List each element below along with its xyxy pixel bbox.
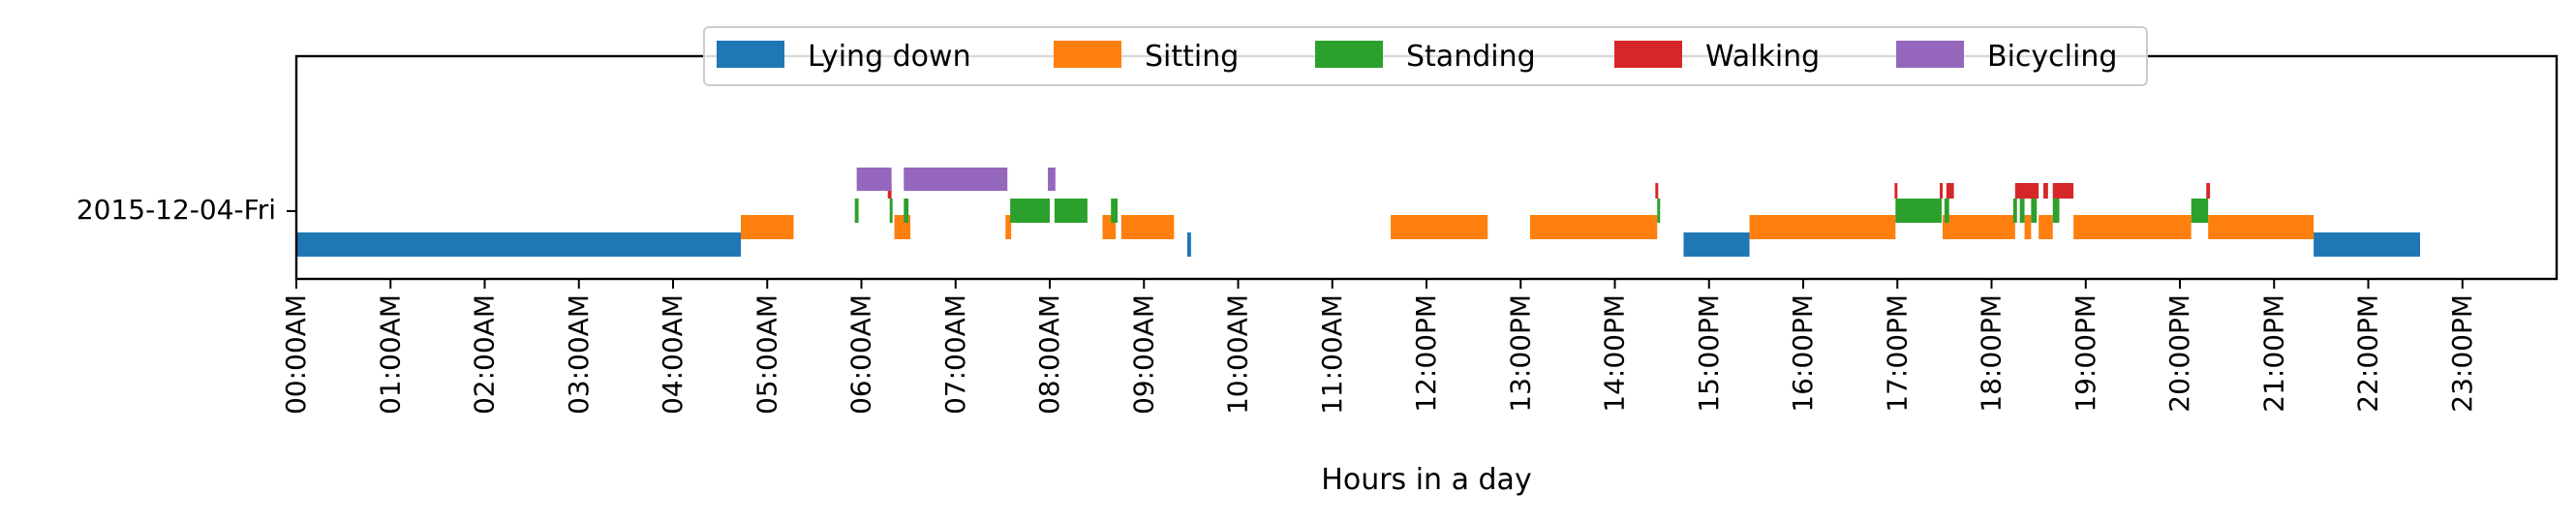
x-tick-label: 19:00PM	[2070, 294, 2101, 413]
legend-label: Bicycling	[1987, 40, 2117, 74]
bar-lying-down-2	[1683, 232, 1750, 257]
bar-walking-3	[1940, 183, 1944, 199]
bar-standing-10	[2019, 199, 2025, 223]
bar-standing-4	[1054, 199, 1088, 223]
legend: Lying down Sitting Standing Walking Bicyclin…	[703, 26, 2148, 86]
y-tick-label: 2015-12-04-Fri	[77, 194, 276, 226]
bar-standing-8	[1944, 199, 1949, 223]
bar-walking-8	[2206, 183, 2211, 199]
x-tick-label: 09:00AM	[1127, 294, 1159, 415]
bar-sitting-11	[2073, 215, 2192, 239]
bar-walking-6	[2042, 183, 2048, 199]
bar-sitting-4	[1120, 215, 1175, 239]
bar-lying-down-0	[296, 232, 742, 257]
x-tick-label: 01:00AM	[374, 294, 406, 415]
bar-standing-6	[1657, 199, 1661, 223]
bar-standing-5	[1111, 199, 1119, 223]
x-tick-label: 04:00AM	[657, 294, 689, 415]
bar-standing-1	[889, 199, 893, 223]
bar-sitting-12	[2208, 215, 2315, 239]
bar-standing-11	[2031, 199, 2038, 223]
x-tick-label: 11:00AM	[1316, 294, 1348, 415]
x-axis-title: Hours in a day	[1321, 463, 1531, 497]
x-tick-label: 16:00PM	[1787, 294, 1819, 413]
x-tick-label: 00:00AM	[280, 294, 312, 415]
bar-bicycling-1	[904, 168, 1008, 191]
bar-standing-9	[2012, 199, 2017, 223]
bar-standing-13	[2191, 199, 2209, 223]
bar-walking-5	[2014, 183, 2039, 199]
x-tick-label: 13:00PM	[1504, 294, 1536, 413]
bar-sitting-7	[1749, 215, 1896, 239]
legend-label: Lying down	[808, 40, 971, 74]
bar-sitting-6	[1529, 215, 1658, 239]
legend-swatch	[1054, 41, 1121, 68]
legend-swatch	[1896, 41, 1964, 68]
bar-walking-7	[2052, 183, 2074, 199]
bar-sitting-2	[1005, 215, 1012, 239]
bar-sitting-5	[1391, 215, 1488, 239]
x-tick-label: 03:00AM	[563, 294, 595, 415]
bar-sitting-9	[2024, 215, 2032, 239]
bar-standing-3	[1010, 199, 1050, 223]
x-tick-label: 02:00AM	[469, 294, 501, 415]
x-tick-label: 12:00PM	[1410, 294, 1442, 413]
y-axis: 2015-12-04-Fri	[77, 194, 296, 226]
bar-walking-4	[1946, 183, 1954, 199]
x-tick-label: 10:00AM	[1222, 294, 1254, 415]
x-tick-label: 17:00PM	[1881, 294, 1913, 413]
legend-swatch	[717, 41, 784, 68]
bars-layer	[296, 168, 2420, 257]
bar-lying-down-3	[2314, 232, 2420, 257]
x-tick-label: 08:00AM	[1033, 294, 1065, 415]
x-tick-label: 05:00AM	[751, 294, 782, 415]
x-tick-label: 07:00AM	[939, 294, 971, 415]
x-tick-label: 23:00PM	[2446, 294, 2478, 413]
x-tick-label: 21:00PM	[2257, 294, 2289, 413]
legend-swatch	[1315, 41, 1383, 68]
bar-sitting-8	[1942, 215, 2015, 239]
x-tick-label: 15:00PM	[1693, 294, 1725, 413]
bar-standing-2	[904, 199, 909, 223]
bar-sitting-10	[2039, 215, 2053, 239]
x-tick-label: 20:00PM	[2163, 294, 2195, 413]
legend-label: Sitting	[1145, 40, 1239, 74]
legend-swatch	[1614, 41, 1682, 68]
bar-lying-down-1	[1186, 232, 1191, 257]
x-tick-label: 18:00PM	[1976, 294, 2008, 413]
bar-standing-0	[854, 199, 859, 223]
x-axis: 00:00AM 01:00AM 02:00AM 03:00AM 04:00AM 05:00…	[280, 279, 2478, 415]
legend-label: Walking	[1705, 40, 1820, 74]
x-tick-label: 22:00PM	[2352, 294, 2384, 413]
bar-walking-1	[1655, 183, 1659, 199]
bar-walking-2	[1894, 183, 1898, 199]
bar-bicycling-0	[856, 168, 892, 191]
bar-sitting-0	[741, 215, 794, 239]
bar-bicycling-2	[1048, 168, 1056, 191]
x-tick-label: 14:00PM	[1599, 294, 1631, 413]
bar-standing-12	[2052, 199, 2060, 223]
legend-label: Standing	[1406, 40, 1536, 74]
bar-standing-7	[1895, 199, 1942, 223]
x-tick-label: 06:00AM	[845, 294, 877, 415]
